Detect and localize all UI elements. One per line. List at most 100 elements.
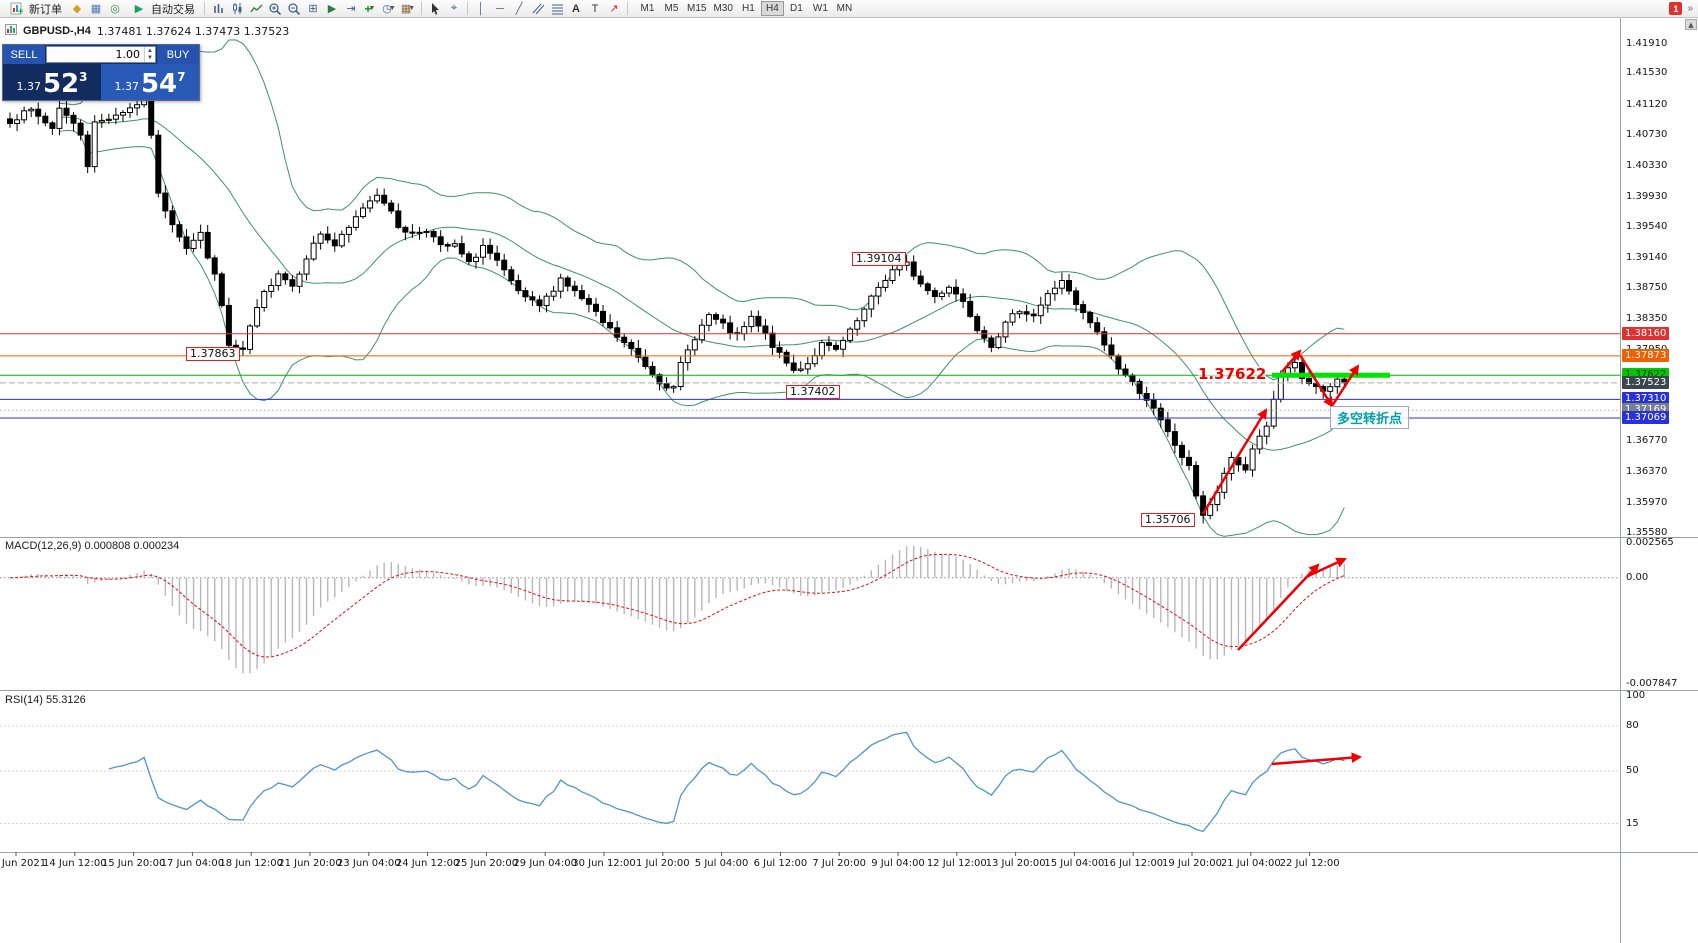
chart-canvas[interactable] — [0, 18, 1620, 943]
text-label-icon[interactable]: T — [591, 2, 599, 15]
trendline-icon[interactable]: ╱ — [515, 3, 523, 15]
price-tick: 1.38350 — [1626, 313, 1668, 324]
price-tag: 1.38160 — [1622, 326, 1670, 340]
sell-price-pip: 3 — [79, 70, 88, 84]
price-tag: 1.37069 — [1622, 410, 1670, 424]
toolbar-right-group: 1 » — [1669, 2, 1695, 15]
scroll-up-button[interactable]: ▲ — [1685, 19, 1697, 30]
chart-shift-icon[interactable]: ⇥ — [346, 3, 356, 15]
timeframe-h4[interactable]: H4 — [760, 1, 784, 16]
price-annotation[interactable]: 1.37863 — [186, 347, 240, 361]
price-annotation[interactable]: 1.37402 — [786, 385, 840, 399]
timeframe-m15[interactable]: M15 — [684, 1, 709, 16]
candlestick-chart-icon[interactable] — [228, 1, 246, 17]
timeframe-mn[interactable]: MN — [833, 1, 856, 16]
notification-badge[interactable]: 1 — [1669, 2, 1683, 15]
market-watch-icon[interactable]: ◆ — [72, 3, 82, 15]
navigator-icon[interactable]: ◎ — [110, 3, 120, 15]
bar-chart-icon[interactable] — [209, 1, 227, 17]
price-tick: 1.40730 — [1626, 129, 1668, 141]
periods-icon[interactable]: ◷ ▼ — [382, 3, 396, 15]
toolbar-separator — [627, 2, 628, 15]
new-order-button[interactable]: + 新订单 — [3, 1, 67, 17]
lot-up-icon[interactable]: ▲ — [147, 47, 153, 54]
templates-icon[interactable]: ▦ ▼ — [400, 3, 416, 15]
price-tick: 1.41910 — [1626, 38, 1668, 49]
timeframe-m30[interactable]: M30 — [710, 1, 735, 16]
fibonacci-icon[interactable] — [548, 1, 566, 17]
time-tick: 21 Jul 04:00 — [1220, 858, 1281, 869]
buy-price-prefix: 1.37 — [114, 80, 139, 93]
price-tag: 1.37873 — [1622, 348, 1670, 362]
chart-title-line: GBPUSD-,H4 1.37481 1.37624 1.37473 1.375… — [5, 24, 289, 38]
text-icon[interactable]: A — [572, 2, 580, 15]
price-tick: 1.40330 — [1626, 160, 1668, 172]
sell-button[interactable]: SELL — [3, 45, 45, 64]
zoom-in-icon[interactable] — [266, 1, 284, 17]
panel-separator — [1621, 852, 1698, 853]
auto-scroll-icon[interactable]: ▶ — [327, 3, 337, 15]
turning-point-label[interactable]: 多空转折点 — [1330, 406, 1410, 429]
chart-ohlc-values: 1.37481 1.37624 1.37473 1.37523 — [96, 24, 290, 38]
data-window-icon[interactable]: ▦ — [90, 3, 102, 15]
price-tick: 1.39930 — [1626, 190, 1668, 202]
time-tick: 24 Jun 12:00 — [395, 858, 460, 869]
time-tick: 22 Jul 12:00 — [1279, 858, 1340, 869]
indicators-add-icon[interactable]: + ▼ — [364, 1, 376, 16]
price-tick: 1.38750 — [1626, 282, 1668, 294]
buy-price-box[interactable]: 1.37 54 7 — [101, 64, 199, 100]
arrow-object-icon[interactable]: ↗ — [609, 3, 619, 15]
autotrading-label: 自动交易 — [151, 3, 195, 16]
time-tick: 1 Jul 20:00 — [635, 858, 690, 869]
time-tick: 16 Jul 12:00 — [1103, 858, 1164, 869]
crosshair-icon[interactable]: ⌖ — [450, 2, 458, 14]
price-axis[interactable]: ▲ 1.41910 1.41530 1.41120 1.40730 1.40330 1.3… — [1620, 18, 1698, 943]
autotrading-play-icon: ▶ — [134, 3, 144, 15]
new-order-label: 新订单 — [29, 3, 62, 16]
chart-plot-area[interactable]: GBPUSD-,H4 1.37481 1.37624 1.37473 1.375… — [0, 18, 1620, 943]
timeframe-w1[interactable]: W1 — [809, 1, 832, 16]
price-tag: 1.37523 — [1622, 375, 1670, 389]
timeframe-toolbar: M1 M5 M15 M30 H1 H4 D1 W1 MN — [636, 1, 856, 16]
time-tick: 23 Jun 04:00 — [337, 858, 401, 869]
price-tick: 1.35970 — [1626, 496, 1668, 508]
cursor-icon[interactable] — [426, 1, 444, 17]
channel-icon[interactable] — [529, 1, 547, 17]
sell-price-big: 52 — [42, 69, 80, 99]
horizontal-line-icon[interactable]: ─ — [496, 2, 504, 15]
buy-button[interactable]: BUY — [157, 45, 199, 64]
macd-label: MACD(12,26,9) 0.000808 0.000234 — [5, 540, 180, 552]
line-chart-icon[interactable] — [247, 1, 265, 17]
tile-windows-icon[interactable]: ⊞ — [308, 3, 318, 15]
time-tick: 12 Jul 12:00 — [926, 858, 987, 869]
sell-price-prefix: 1.37 — [16, 80, 41, 93]
price-tick: 100 — [1626, 690, 1646, 701]
toolbar-overflow-icon[interactable]: » — [1687, 3, 1693, 14]
chart-window-icon — [5, 24, 17, 38]
price-annotation[interactable]: 1.35706 — [1141, 513, 1195, 527]
lot-size-input[interactable] — [47, 47, 155, 62]
vertical-line-icon[interactable]: │ — [477, 2, 485, 15]
sell-price-box[interactable]: 1.37 52 3 — [3, 64, 101, 100]
timeframe-d1[interactable]: D1 — [785, 1, 808, 16]
lot-down-icon[interactable]: ▼ — [147, 54, 153, 61]
panel-separator — [1621, 690, 1698, 691]
timeframe-m5[interactable]: M5 — [660, 1, 683, 16]
zoom-out-icon[interactable] — [285, 1, 303, 17]
time-tick: 14 Jun 12:00 — [43, 858, 107, 869]
price-annotation[interactable]: 1.39104 — [852, 252, 906, 266]
timeframe-m1[interactable]: M1 — [636, 1, 659, 16]
autotrading-button[interactable]: ▶ 自动交易 — [125, 1, 200, 17]
price-tick: 1.41530 — [1626, 67, 1668, 79]
lot-stepper[interactable]: ▲ ▼ — [144, 47, 155, 62]
timeframe-h1[interactable]: H1 — [737, 1, 760, 16]
price-tick: 1.36370 — [1626, 465, 1668, 477]
breakout-price-label[interactable]: 1.37622 — [1198, 365, 1267, 383]
time-tick: 5 Jul 04:00 — [694, 858, 749, 869]
lot-size-box: ▲▼ — [46, 46, 156, 63]
price-tick: 1.35580 — [1626, 527, 1668, 538]
price-tick: 0.00 — [1626, 571, 1649, 583]
svg-text:+: + — [18, 6, 23, 15]
